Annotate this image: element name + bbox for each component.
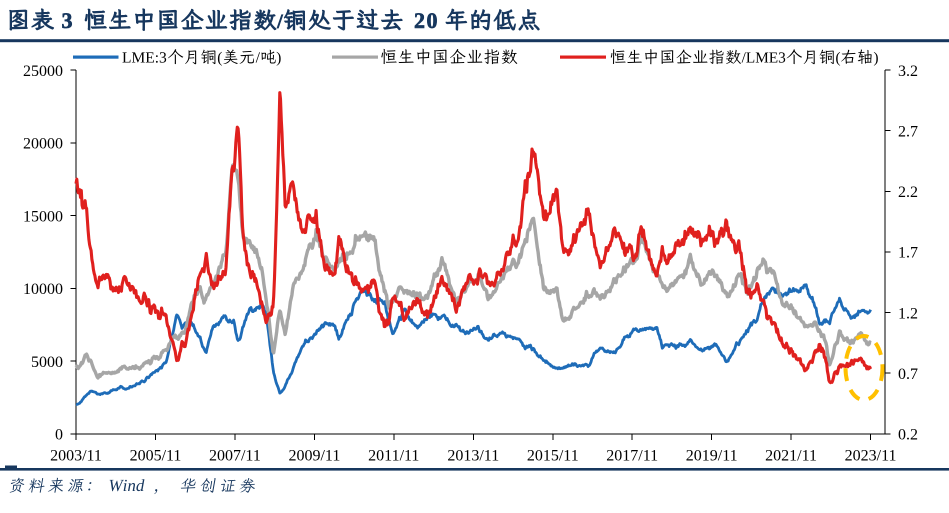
svg-text:2011/11: 2011/11 — [368, 448, 419, 465]
svg-text:2013/11: 2013/11 — [447, 448, 499, 465]
svg-text:2003/11: 2003/11 — [50, 448, 102, 465]
svg-text:0.2: 0.2 — [898, 427, 918, 444]
svg-text:25000: 25000 — [23, 63, 63, 80]
svg-text:1.2: 1.2 — [898, 305, 918, 322]
svg-text:2.7: 2.7 — [898, 123, 918, 140]
svg-text:2023/11: 2023/11 — [845, 448, 897, 465]
svg-text:15000: 15000 — [23, 208, 63, 225]
svg-text:2.2: 2.2 — [898, 184, 918, 201]
svg-text:5000: 5000 — [31, 354, 63, 371]
svg-text:3.2: 3.2 — [898, 63, 918, 80]
svg-text:0: 0 — [55, 427, 63, 444]
svg-text:0.7: 0.7 — [898, 366, 918, 383]
svg-text:2007/11: 2007/11 — [209, 448, 261, 465]
svg-text:1.7: 1.7 — [898, 245, 918, 262]
svg-text:2009/11: 2009/11 — [288, 448, 340, 465]
svg-text:2005/11: 2005/11 — [130, 448, 182, 465]
svg-text:2019/11: 2019/11 — [686, 448, 738, 465]
svg-text:10000: 10000 — [23, 281, 63, 298]
svg-text:20000: 20000 — [23, 136, 63, 153]
svg-text:2021/11: 2021/11 — [765, 448, 817, 465]
svg-text:2017/11: 2017/11 — [606, 448, 658, 465]
svg-text:2015/11: 2015/11 — [527, 448, 579, 465]
